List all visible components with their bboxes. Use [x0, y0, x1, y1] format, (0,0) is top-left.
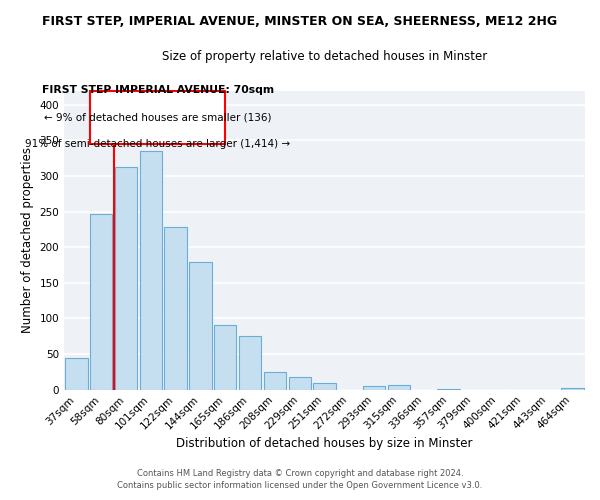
FancyBboxPatch shape	[90, 90, 225, 144]
Text: ← 9% of detached houses are smaller (136): ← 9% of detached houses are smaller (136…	[44, 112, 271, 122]
Bar	[90, 214, 112, 390]
Bar	[264, 372, 286, 390]
Bar	[239, 336, 261, 390]
Y-axis label: Number of detached properties: Number of detached properties	[21, 147, 34, 333]
Bar	[189, 262, 212, 390]
Bar	[164, 228, 187, 390]
Bar	[214, 325, 236, 390]
X-axis label: Distribution of detached houses by size in Minster: Distribution of detached houses by size …	[176, 437, 473, 450]
Text: Contains HM Land Registry data © Crown copyright and database right 2024.
Contai: Contains HM Land Registry data © Crown c…	[118, 468, 482, 490]
Bar	[437, 389, 460, 390]
Bar	[363, 386, 385, 390]
Bar	[313, 382, 335, 390]
Bar	[65, 358, 88, 390]
Bar	[388, 386, 410, 390]
Bar	[562, 388, 584, 390]
Title: Size of property relative to detached houses in Minster: Size of property relative to detached ho…	[162, 50, 487, 63]
Text: 91% of semi-detached houses are larger (1,414) →: 91% of semi-detached houses are larger (…	[25, 139, 290, 149]
Text: FIRST STEP, IMPERIAL AVENUE, MINSTER ON SEA, SHEERNESS, ME12 2HG: FIRST STEP, IMPERIAL AVENUE, MINSTER ON …	[43, 15, 557, 28]
Bar	[140, 151, 162, 390]
Bar	[115, 167, 137, 390]
Text: FIRST STEP IMPERIAL AVENUE: 70sqm: FIRST STEP IMPERIAL AVENUE: 70sqm	[41, 86, 274, 96]
Bar	[289, 377, 311, 390]
